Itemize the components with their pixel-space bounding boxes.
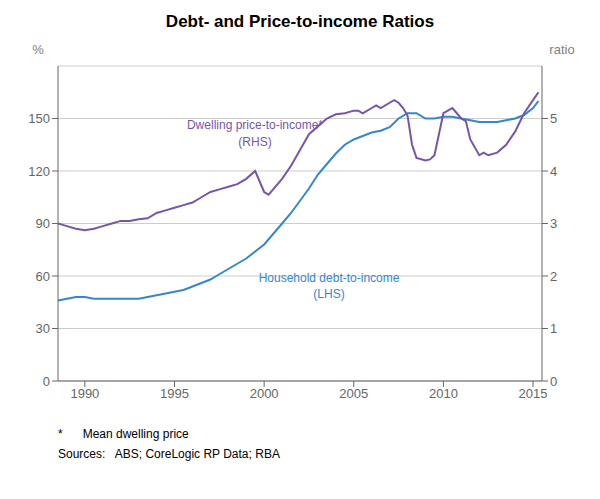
- svg-text:90: 90: [36, 216, 50, 231]
- svg-text:2015: 2015: [519, 386, 548, 401]
- html-text:Household debt-to-income (LHS): Household debt-to-income (LHS): [258, 270, 400, 302]
- svg-text:ratio: ratio: [549, 42, 574, 57]
- svg-text:1995: 1995: [160, 386, 189, 401]
- svg-text:1: 1: [550, 321, 557, 336]
- svg-text:3: 3: [550, 216, 557, 231]
- svg-text:0: 0: [43, 374, 50, 389]
- svg-text:0: 0: [550, 374, 557, 389]
- svg-text:1990: 1990: [70, 386, 99, 401]
- svg-text:4: 4: [550, 164, 557, 179]
- svg-text:30: 30: [36, 321, 50, 336]
- svg-text:2: 2: [550, 269, 557, 284]
- html-text:Sources: ABS; CoreLogic RP Dat: Sources: ABS; CoreLogic RP Data; RBA: [58, 447, 280, 461]
- svg-text:2000: 2000: [250, 386, 279, 401]
- svg-text:150: 150: [28, 111, 50, 126]
- svg-text:120: 120: [28, 164, 50, 179]
- html-text:Debt- and Price-to-income Rati: Debt- and Price-to-income Ratios: [165, 12, 435, 31]
- svg-text:2005: 2005: [339, 386, 368, 401]
- svg-text:%: %: [32, 42, 44, 57]
- svg-text:2010: 2010: [429, 386, 458, 401]
- html-text:* Mean dwelling price: * Mean dwelling price: [58, 427, 189, 441]
- html-text:Dwelling price-to-income* (RHS: Dwelling price-to-income* (RHS): [187, 118, 323, 150]
- svg-text:60: 60: [36, 269, 50, 284]
- svg-text:5: 5: [550, 111, 557, 126]
